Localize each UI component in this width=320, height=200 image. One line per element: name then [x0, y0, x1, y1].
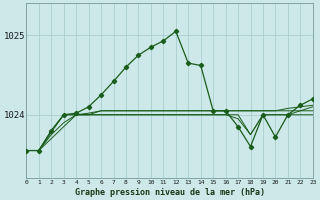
- X-axis label: Graphe pression niveau de la mer (hPa): Graphe pression niveau de la mer (hPa): [75, 188, 265, 197]
